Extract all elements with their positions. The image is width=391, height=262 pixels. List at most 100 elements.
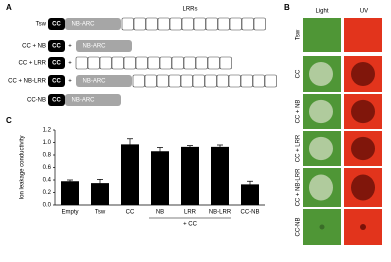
row-label: CC + NB xyxy=(22,44,46,50)
light-photo xyxy=(303,18,341,52)
cc-domain xyxy=(48,57,65,69)
y-tick-label: 0.8 xyxy=(43,153,52,159)
lrr-repeat xyxy=(228,74,241,88)
row-label: CC-NB xyxy=(27,98,46,104)
y-tick-label: 0.0 xyxy=(43,203,52,209)
lesion xyxy=(309,174,333,201)
bar xyxy=(61,181,79,205)
nb-arc-text: NB-ARC xyxy=(71,98,95,104)
bar xyxy=(91,183,109,205)
photo-row-label: CC + NB xyxy=(296,100,302,124)
lrr-repeat xyxy=(193,17,206,31)
lrr-repeat xyxy=(216,74,229,88)
lrr-repeat xyxy=(156,74,169,88)
bar xyxy=(151,151,169,205)
uv-spot xyxy=(360,224,366,230)
x-tick-label: NB-LRR xyxy=(209,210,232,216)
panel-label: A xyxy=(6,3,12,12)
lrr-label: LRRs xyxy=(182,7,197,13)
error-bar xyxy=(217,144,223,149)
error-bar xyxy=(157,147,163,155)
nb-arc-domain xyxy=(76,40,132,52)
lesion xyxy=(309,136,333,161)
lrr-repeat xyxy=(99,56,112,70)
y-tick-label: 0.2 xyxy=(43,190,52,196)
lrr-repeat xyxy=(241,17,254,31)
row-label: CC + NB-LRR xyxy=(8,79,47,85)
uv-lesion xyxy=(351,136,375,161)
lrr-repeat xyxy=(171,56,184,70)
lrr-repeat xyxy=(75,56,88,70)
bar xyxy=(181,146,199,205)
uv-lesion xyxy=(351,99,375,124)
lrr-repeat xyxy=(229,17,242,31)
cc-domain xyxy=(48,18,65,30)
lrr-repeat xyxy=(121,17,134,31)
uv-lesion xyxy=(351,62,375,86)
plus: + xyxy=(68,79,72,85)
lrr-repeat xyxy=(180,74,193,88)
error-bar xyxy=(247,180,253,188)
lrr-repeat xyxy=(144,74,157,88)
lrr-repeat xyxy=(147,56,160,70)
lrr-repeat xyxy=(204,74,217,88)
panel-label: C xyxy=(6,116,12,125)
lesion xyxy=(309,99,333,124)
plus: + xyxy=(68,61,72,67)
lrr-repeat xyxy=(132,74,145,88)
y-tick-label: 1.2 xyxy=(43,128,52,134)
error-bar xyxy=(187,145,193,149)
panel-label: B xyxy=(284,3,290,12)
lrr-repeat xyxy=(252,74,265,88)
error-bar xyxy=(127,138,133,150)
nb-arc-text: NB-ARC xyxy=(71,22,95,28)
cc-text: CC xyxy=(52,79,61,85)
lrr-repeat xyxy=(159,56,172,70)
cc-text: CC xyxy=(52,44,61,50)
row-label: CC + LRR xyxy=(18,61,46,67)
lesion xyxy=(309,62,333,86)
lrr-repeat xyxy=(192,74,205,88)
lrr-repeat xyxy=(217,17,230,31)
group-label: + CC xyxy=(183,222,198,228)
lrr-repeat xyxy=(111,56,124,70)
nb-arc-domain xyxy=(65,18,121,30)
error-bar xyxy=(67,179,73,183)
y-tick-label: 0.6 xyxy=(43,165,52,171)
column-label: UV xyxy=(360,9,368,15)
nb-arc-text: NB-ARC xyxy=(82,79,106,85)
spot xyxy=(319,224,325,230)
photo-row-label: CC + LRR xyxy=(296,134,302,162)
x-tick-label: LRR xyxy=(184,210,197,216)
photo-row-label: Tsw xyxy=(296,29,302,40)
photo-row-label: CC + NB-LRR xyxy=(296,168,302,207)
nb-arc-text: NB-ARC xyxy=(82,44,106,50)
x-tick-label: Tsw xyxy=(95,210,106,216)
y-tick-label: 0.4 xyxy=(43,178,52,184)
lrr-repeat xyxy=(205,17,218,31)
lrr-repeat xyxy=(145,17,158,31)
x-tick-label: CC xyxy=(126,210,135,216)
y-tick-label: 1.0 xyxy=(43,140,52,146)
lrr-repeat xyxy=(183,56,196,70)
lrr-repeat xyxy=(87,56,100,70)
bar xyxy=(121,144,139,205)
photo-row-label: CC-NB xyxy=(296,218,302,237)
x-tick-label: NB xyxy=(156,210,164,216)
x-tick-label: CC-NB xyxy=(241,210,260,216)
lrr-repeat xyxy=(157,17,170,31)
lrr-repeat xyxy=(135,56,148,70)
lrr-repeat xyxy=(219,56,232,70)
error-bar xyxy=(97,179,103,187)
bar xyxy=(211,146,229,205)
x-tick-label: Empty xyxy=(61,210,78,216)
uv-photo xyxy=(344,18,382,52)
cc-text: CC xyxy=(52,98,61,104)
lrr-repeat xyxy=(240,74,253,88)
lrr-repeat xyxy=(264,74,277,88)
lrr-repeat xyxy=(123,56,136,70)
bar xyxy=(241,184,259,205)
lrr-repeat xyxy=(168,74,181,88)
lrr-repeat xyxy=(133,17,146,31)
